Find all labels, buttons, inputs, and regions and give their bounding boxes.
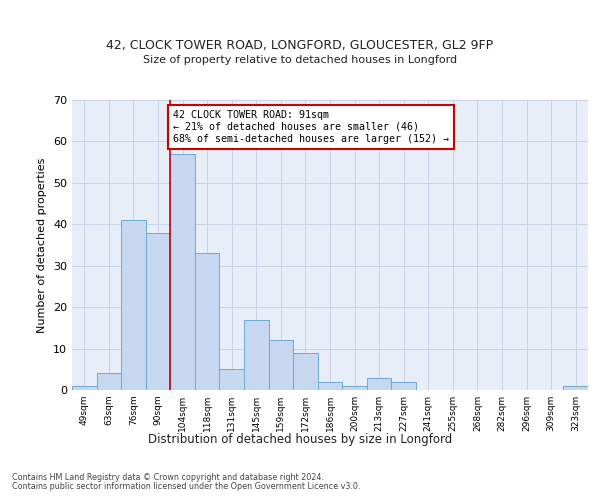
Text: Distribution of detached houses by size in Longford: Distribution of detached houses by size … <box>148 432 452 446</box>
Y-axis label: Number of detached properties: Number of detached properties <box>37 158 47 332</box>
Text: Size of property relative to detached houses in Longford: Size of property relative to detached ho… <box>143 55 457 65</box>
Bar <box>563 386 588 390</box>
Text: 42 CLOCK TOWER ROAD: 91sqm
← 21% of detached houses are smaller (46)
68% of semi: 42 CLOCK TOWER ROAD: 91sqm ← 21% of deta… <box>173 110 449 144</box>
Text: Contains public sector information licensed under the Open Government Licence v3: Contains public sector information licen… <box>12 482 361 491</box>
Bar <box>391 382 416 390</box>
Bar <box>195 254 220 390</box>
Bar <box>97 374 121 390</box>
Bar <box>318 382 342 390</box>
Bar <box>269 340 293 390</box>
Bar <box>342 386 367 390</box>
Bar <box>244 320 269 390</box>
Bar <box>72 386 97 390</box>
Bar <box>220 370 244 390</box>
Bar <box>367 378 391 390</box>
Text: 42, CLOCK TOWER ROAD, LONGFORD, GLOUCESTER, GL2 9FP: 42, CLOCK TOWER ROAD, LONGFORD, GLOUCEST… <box>106 40 494 52</box>
Bar <box>121 220 146 390</box>
Bar <box>293 352 318 390</box>
Bar <box>170 154 195 390</box>
Bar <box>146 232 170 390</box>
Text: Contains HM Land Registry data © Crown copyright and database right 2024.: Contains HM Land Registry data © Crown c… <box>12 472 324 482</box>
